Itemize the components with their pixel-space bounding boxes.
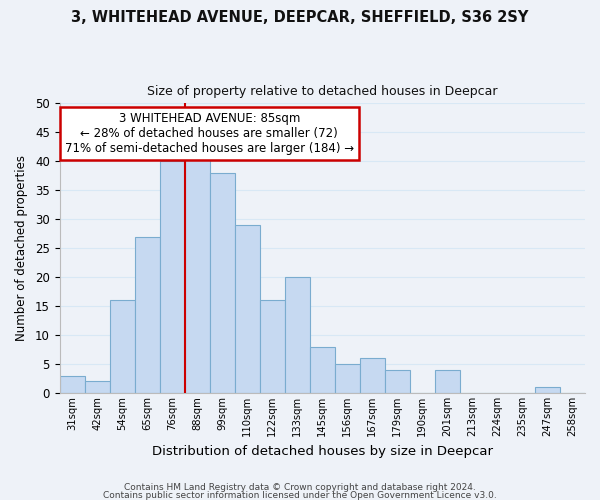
Title: Size of property relative to detached houses in Deepcar: Size of property relative to detached ho… [147,85,497,98]
Text: Contains public sector information licensed under the Open Government Licence v3: Contains public sector information licen… [103,490,497,500]
Bar [285,277,310,393]
Text: 3 WHITEHEAD AVENUE: 85sqm
← 28% of detached houses are smaller (72)
71% of semi-: 3 WHITEHEAD AVENUE: 85sqm ← 28% of detac… [65,112,354,155]
Bar [385,370,410,393]
Bar [310,346,335,393]
Bar [59,376,85,393]
Bar [435,370,460,393]
Bar [85,382,110,393]
X-axis label: Distribution of detached houses by size in Deepcar: Distribution of detached houses by size … [152,444,493,458]
Bar [209,173,235,393]
Bar [335,364,360,393]
Text: Contains HM Land Registry data © Crown copyright and database right 2024.: Contains HM Land Registry data © Crown c… [124,484,476,492]
Bar [360,358,385,393]
Bar [160,162,185,393]
Bar [185,156,209,393]
Text: 3, WHITEHEAD AVENUE, DEEPCAR, SHEFFIELD, S36 2SY: 3, WHITEHEAD AVENUE, DEEPCAR, SHEFFIELD,… [71,10,529,25]
Bar [110,300,134,393]
Bar [235,225,260,393]
Bar [260,300,285,393]
Bar [134,236,160,393]
Y-axis label: Number of detached properties: Number of detached properties [15,155,28,341]
Bar [535,387,560,393]
